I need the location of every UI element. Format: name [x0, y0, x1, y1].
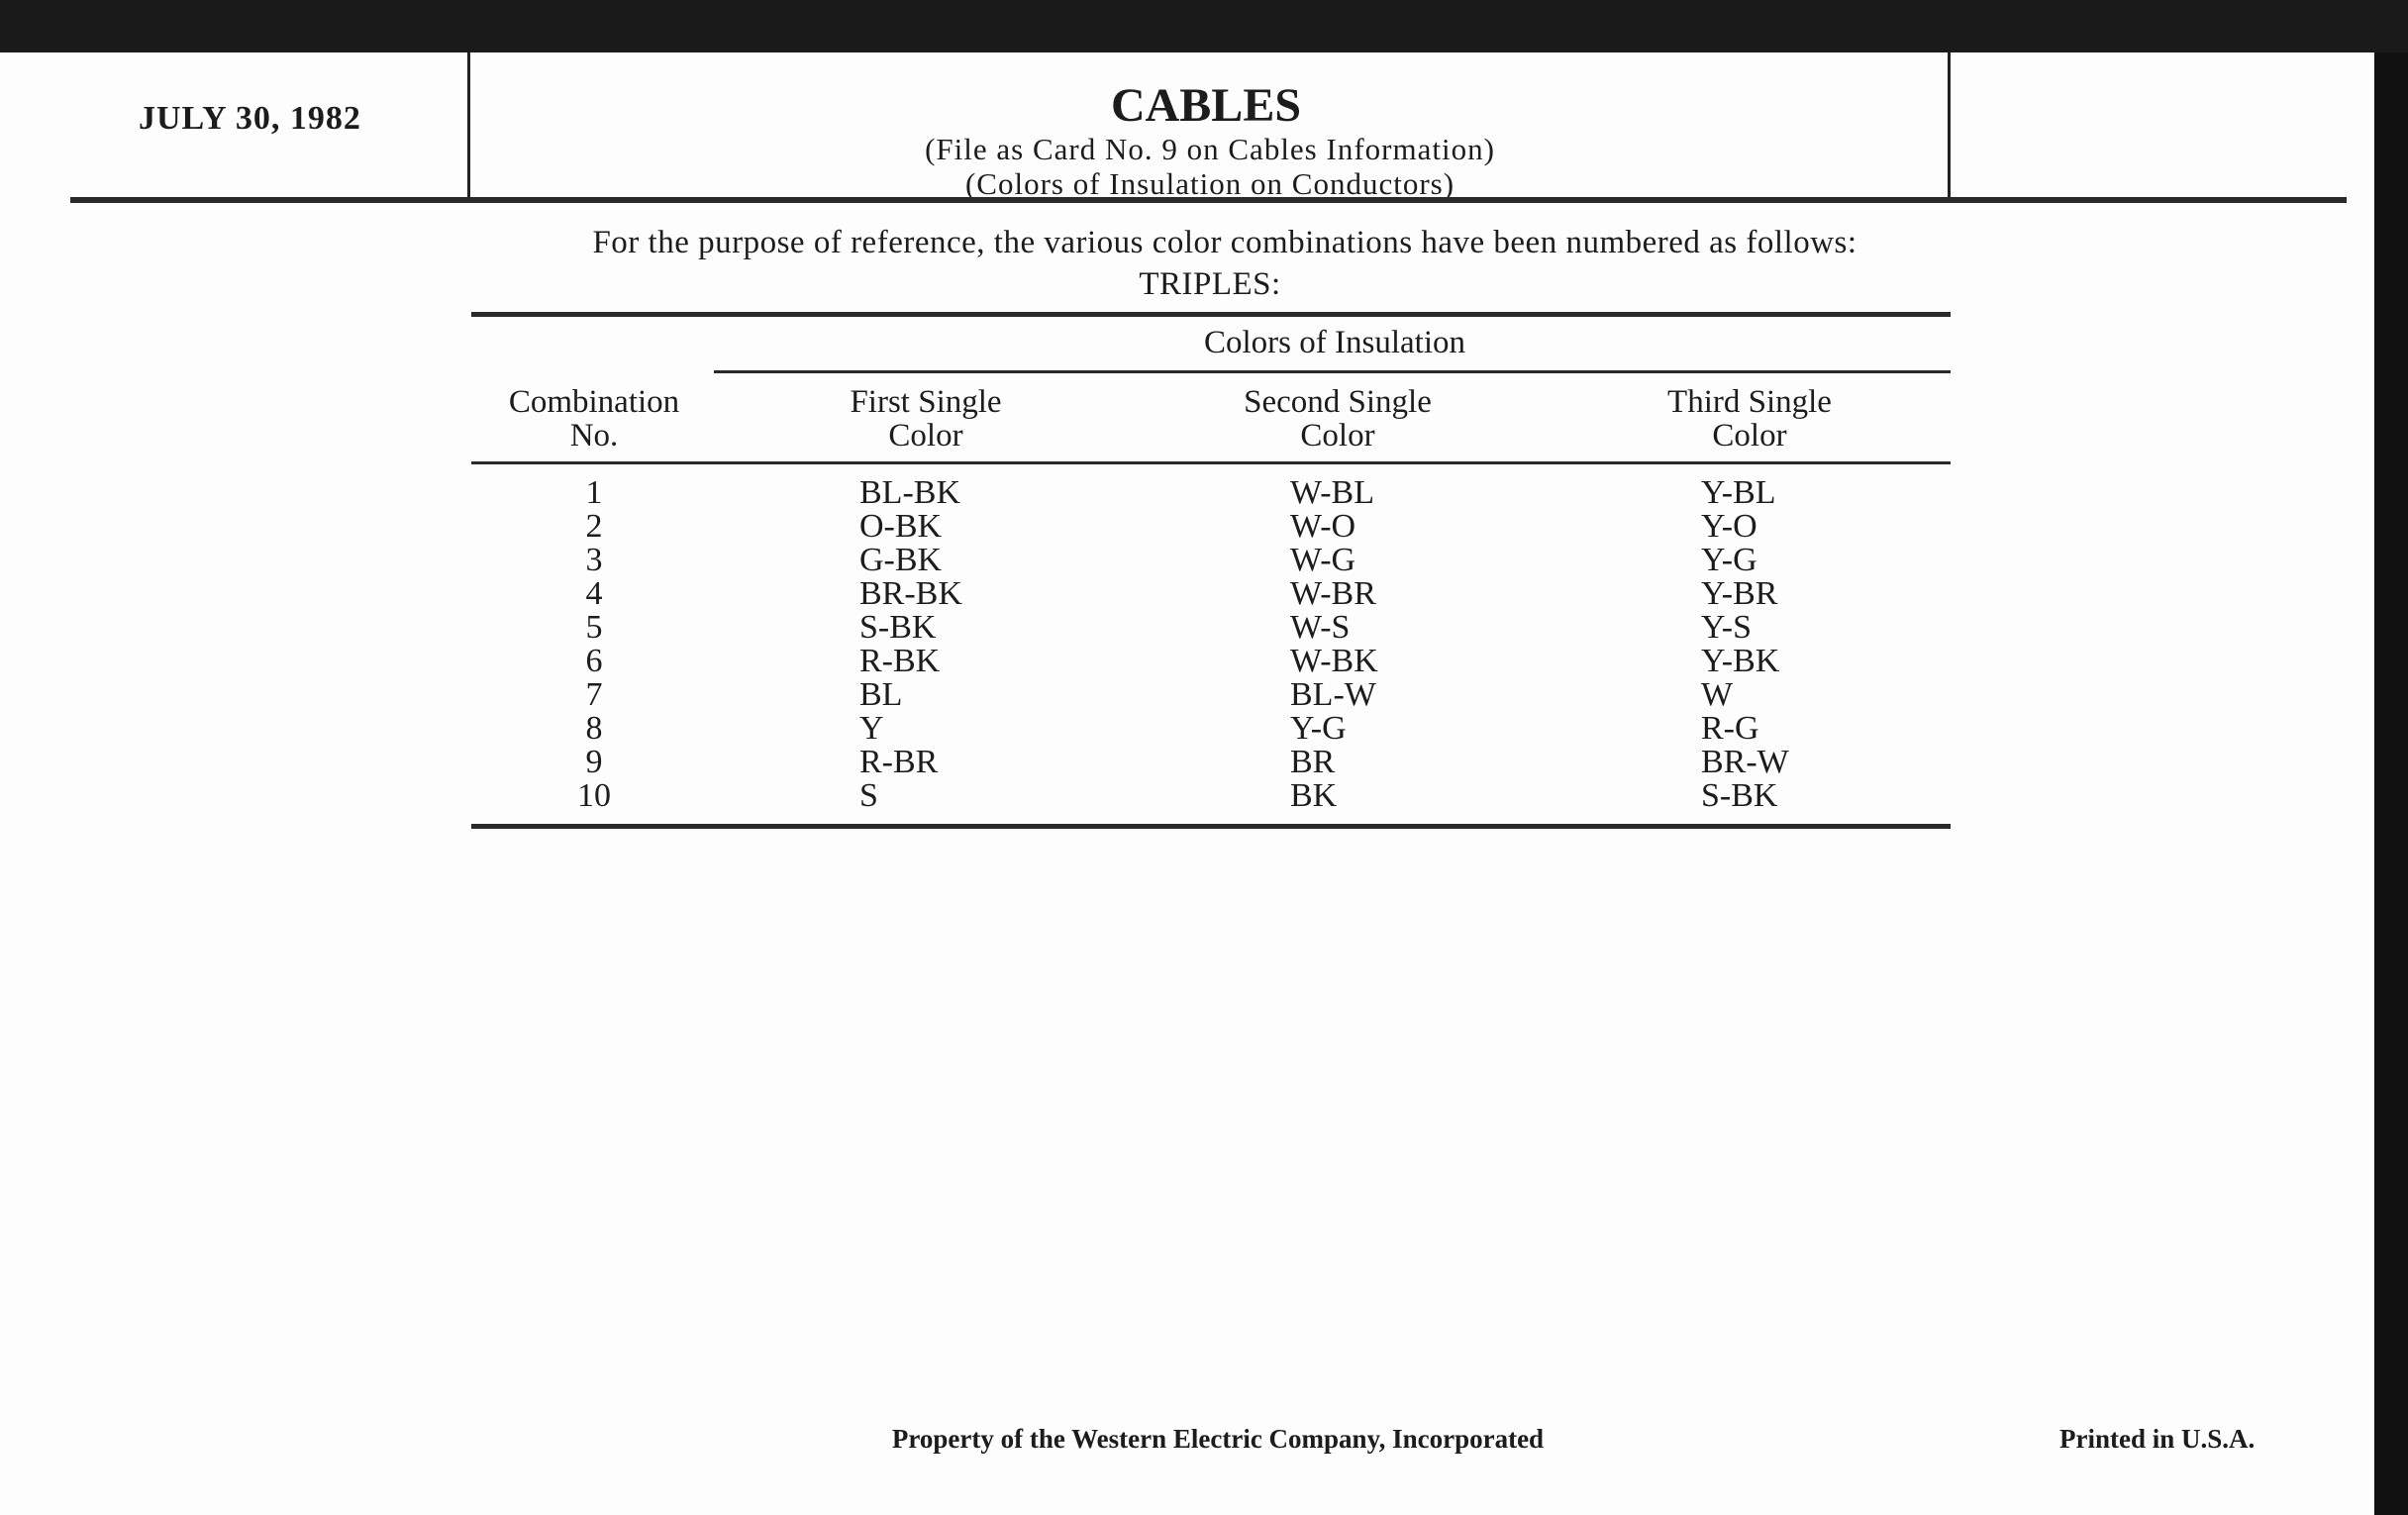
table-top-rule [471, 312, 1951, 317]
document-date: JULY 30, 1982 [139, 100, 361, 137]
column-header-line2: Color [888, 418, 963, 454]
combination-number: 8 [585, 710, 603, 747]
color-code-cell: Y-BR [1701, 575, 1778, 612]
combination-number: 6 [585, 643, 603, 679]
combination-number: 2 [585, 508, 603, 545]
column-header-line2: Color [1300, 418, 1375, 454]
combination-number: 10 [577, 777, 611, 814]
color-code-cell: Y-G [1290, 710, 1347, 747]
table-bottom-rule [471, 824, 1951, 829]
column-header-line2: No. [569, 418, 619, 454]
color-code-cell: R-BK [859, 643, 941, 679]
section-heading: TRIPLES: [1139, 266, 1281, 302]
document-subtitle-1: (File as Card No. 9 on Cables Informatio… [925, 132, 1495, 166]
color-code-cell: S [859, 777, 878, 814]
color-code-cell: BL [859, 676, 903, 713]
combination-number: 3 [585, 542, 603, 578]
color-code-cell: R-G [1701, 710, 1759, 747]
color-code-cell: R-BR [859, 744, 939, 780]
color-code-cell: BR-BK [859, 575, 962, 612]
header-bottom-rule [471, 461, 1951, 464]
color-code-cell: BL-BK [859, 474, 960, 511]
document-subtitle-2: (Colors of Insulation on Conductors) [964, 166, 1455, 201]
color-code-cell: BR-W [1701, 744, 1789, 780]
color-code-cell: W-BK [1290, 643, 1378, 679]
color-code-cell: W-BL [1290, 474, 1374, 511]
column-header: First Single Color [850, 385, 1001, 453]
color-code-cell: W-BR [1290, 575, 1376, 612]
document-page: JULY 30, 1982 CABLES (File as Card No. 9… [0, 52, 2374, 1515]
color-code-cell: Y [859, 710, 884, 747]
intro-text: For the purpose of reference, the variou… [592, 225, 1857, 260]
color-code-cell: G-BK [859, 542, 943, 578]
color-code-cell: BK [1290, 777, 1338, 814]
color-code-cell: BL-W [1290, 676, 1376, 713]
column-header-line1: Third Single [1667, 384, 1832, 420]
document-title: CABLES [1110, 79, 1302, 132]
combination-number: 4 [585, 575, 603, 612]
column-header-line1: Second Single [1244, 384, 1432, 420]
color-code-cell: W-G [1290, 542, 1356, 578]
color-code-cell: BR [1290, 744, 1336, 780]
column-header-line1: First Single [850, 384, 1002, 420]
column-header-line2: Color [1712, 418, 1787, 454]
scan-edge [2374, 52, 2408, 1515]
color-code-cell: Y-BK [1701, 643, 1780, 679]
column-header-line1: Combination [508, 384, 680, 420]
combination-number: 7 [585, 676, 603, 713]
header-rule [70, 197, 2347, 203]
footer-printed: Printed in U.S.A. [2059, 1424, 2256, 1454]
color-code-cell: O-BK [859, 508, 943, 545]
color-code-cell: Y-G [1701, 542, 1757, 578]
color-code-cell: W-O [1290, 508, 1356, 545]
color-code-cell: W-S [1290, 609, 1351, 646]
combination-number: 5 [585, 609, 603, 646]
footer-property: Property of the Western Electric Company… [891, 1424, 1545, 1454]
header-divider-left [467, 52, 470, 197]
color-code-cell: Y-O [1701, 508, 1757, 545]
group-header: Colors of Insulation [1204, 325, 1465, 360]
combination-number: 9 [585, 744, 603, 780]
header-divider-right [1948, 52, 1951, 197]
color-code-cell: Y-S [1701, 609, 1753, 646]
column-header: Combination No. [509, 385, 679, 453]
group-header-rule [714, 370, 1951, 373]
column-header: Third Single Color [1667, 385, 1832, 453]
color-code-cell: S-BK [1701, 777, 1778, 814]
column-header: Second Single Color [1244, 385, 1432, 453]
color-code-cell: W [1701, 676, 1734, 713]
combination-number: 1 [585, 474, 603, 511]
color-code-cell: Y-BL [1701, 474, 1776, 511]
color-code-cell: S-BK [859, 609, 937, 646]
